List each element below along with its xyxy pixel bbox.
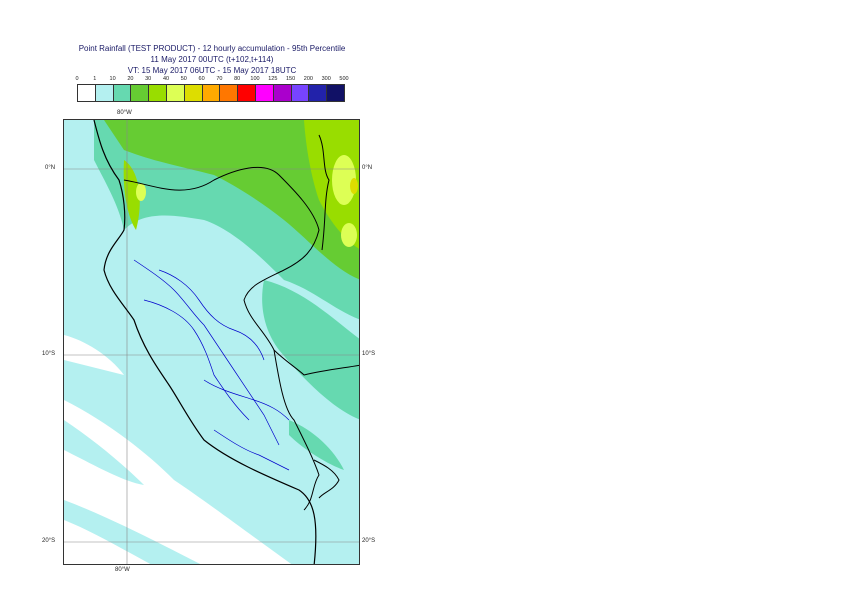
heavier-rain-nw xyxy=(123,160,140,230)
legend-swatch xyxy=(202,85,221,101)
moderate-rain-patch xyxy=(289,420,344,470)
legend-swatch xyxy=(291,85,310,101)
regional-border-3 xyxy=(158,269,265,361)
legend-swatch xyxy=(184,85,203,101)
light-rain-band-3 xyxy=(64,375,129,420)
regional-border-2 xyxy=(143,299,250,421)
legend-swatch xyxy=(309,85,328,101)
heavier-rain-ne xyxy=(304,120,359,249)
legend-threshold-label: 10 xyxy=(109,76,116,82)
light-rain-band xyxy=(64,420,144,485)
legend-threshold-label: 125 xyxy=(268,76,278,82)
legend-threshold-label: 80 xyxy=(234,76,241,82)
legend-swatch xyxy=(327,85,345,101)
rainfall-map xyxy=(63,119,360,565)
legend-swatch xyxy=(166,85,185,101)
lat-label-right-10: 10°S xyxy=(362,351,376,357)
regional-border-1 xyxy=(133,259,280,446)
intense-rain-ne-2 xyxy=(341,223,357,247)
lon-label-bottom: 80°W xyxy=(115,567,130,573)
legend-swatch xyxy=(273,85,292,101)
chart-title: Point Rainfall (TEST PRODUCT) - 12 hourl… xyxy=(78,44,346,53)
legend-threshold-label: 30 xyxy=(145,76,152,82)
legend-threshold-label: 20 xyxy=(127,76,134,82)
legend-threshold-label: 300 xyxy=(321,76,331,82)
dry-area-south xyxy=(64,400,292,564)
legend-threshold-label: 1 xyxy=(93,76,97,82)
legend-swatch xyxy=(220,85,239,101)
base-time: 11 May 2017 00UTC (t+102,t+114) xyxy=(150,55,274,64)
regional-border-5 xyxy=(213,429,290,471)
map-svg xyxy=(64,120,359,564)
intense-rain-ne xyxy=(332,155,356,205)
lat-label-left-0: 0°N xyxy=(45,165,56,171)
lat-label-left-20: 20°S xyxy=(42,538,56,544)
legend-threshold-label: 200 xyxy=(303,76,313,82)
lat-label-left-10: 10°S xyxy=(42,351,56,357)
legend-threshold-label: 500 xyxy=(339,76,349,82)
very-intense-ne xyxy=(350,178,358,194)
legend-threshold-label: 70 xyxy=(216,76,223,82)
border-peru-north xyxy=(123,166,359,376)
border-bolivia xyxy=(273,349,320,511)
valid-time: VT: 15 May 2017 06UTC - 15 May 2017 18UT… xyxy=(127,66,297,75)
legend-swatch xyxy=(149,85,167,101)
coastline xyxy=(93,120,317,564)
legend-swatch xyxy=(78,85,96,101)
heavy-rain-north xyxy=(104,120,359,280)
legend-swatch xyxy=(131,85,150,101)
light-rain-band-2 xyxy=(64,500,201,564)
legend-threshold-label: 40 xyxy=(162,76,170,82)
lake-titicaca xyxy=(313,459,340,499)
legend-threshold-label: 150 xyxy=(286,76,296,82)
lon-label-top: 80°W xyxy=(117,110,132,116)
lat-label-right-20: 20°S xyxy=(362,538,376,544)
legend-threshold-label: 0 xyxy=(75,76,79,82)
lat-label-right-0: 0°N xyxy=(362,165,373,171)
legend-swatch xyxy=(113,85,132,101)
regional-border-4 xyxy=(203,379,290,421)
border-venezuela-brazil xyxy=(318,134,330,251)
color-legend xyxy=(77,84,345,102)
legend-threshold-label: 50 xyxy=(180,76,187,82)
legend-swatch xyxy=(238,85,256,101)
moderate-rain-east xyxy=(262,280,359,420)
legend-threshold-label: 60 xyxy=(198,76,205,82)
legend-threshold-label: 100 xyxy=(250,76,260,82)
legend-swatch xyxy=(95,85,114,101)
intense-rain-nw xyxy=(136,183,146,201)
legend-swatch xyxy=(255,85,274,101)
